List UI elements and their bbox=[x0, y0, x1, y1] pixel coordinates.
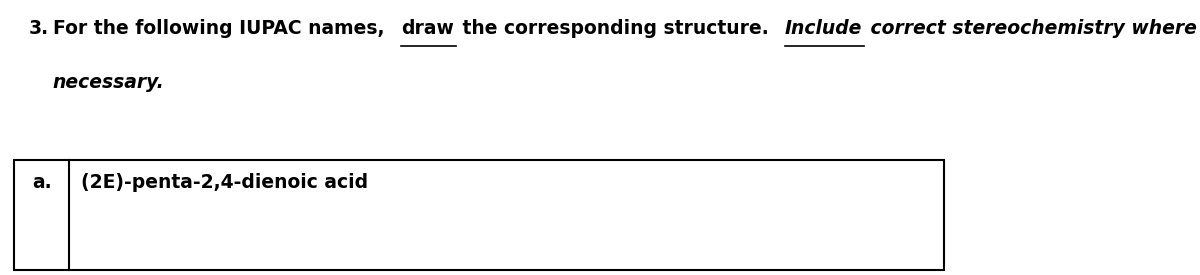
FancyBboxPatch shape bbox=[14, 160, 944, 270]
Text: the corresponding structure.: the corresponding structure. bbox=[456, 19, 775, 38]
Text: necessary.: necessary. bbox=[53, 73, 164, 92]
Text: Include: Include bbox=[785, 19, 862, 38]
Text: correct stereochemistry where: correct stereochemistry where bbox=[864, 19, 1198, 38]
Text: (2E)-penta-2,4-dienoic acid: (2E)-penta-2,4-dienoic acid bbox=[82, 173, 368, 192]
Text: a.: a. bbox=[32, 173, 52, 192]
Text: 3.: 3. bbox=[29, 19, 49, 38]
Text: draw: draw bbox=[401, 19, 454, 38]
Text: For the following IUPAC names,: For the following IUPAC names, bbox=[53, 19, 391, 38]
